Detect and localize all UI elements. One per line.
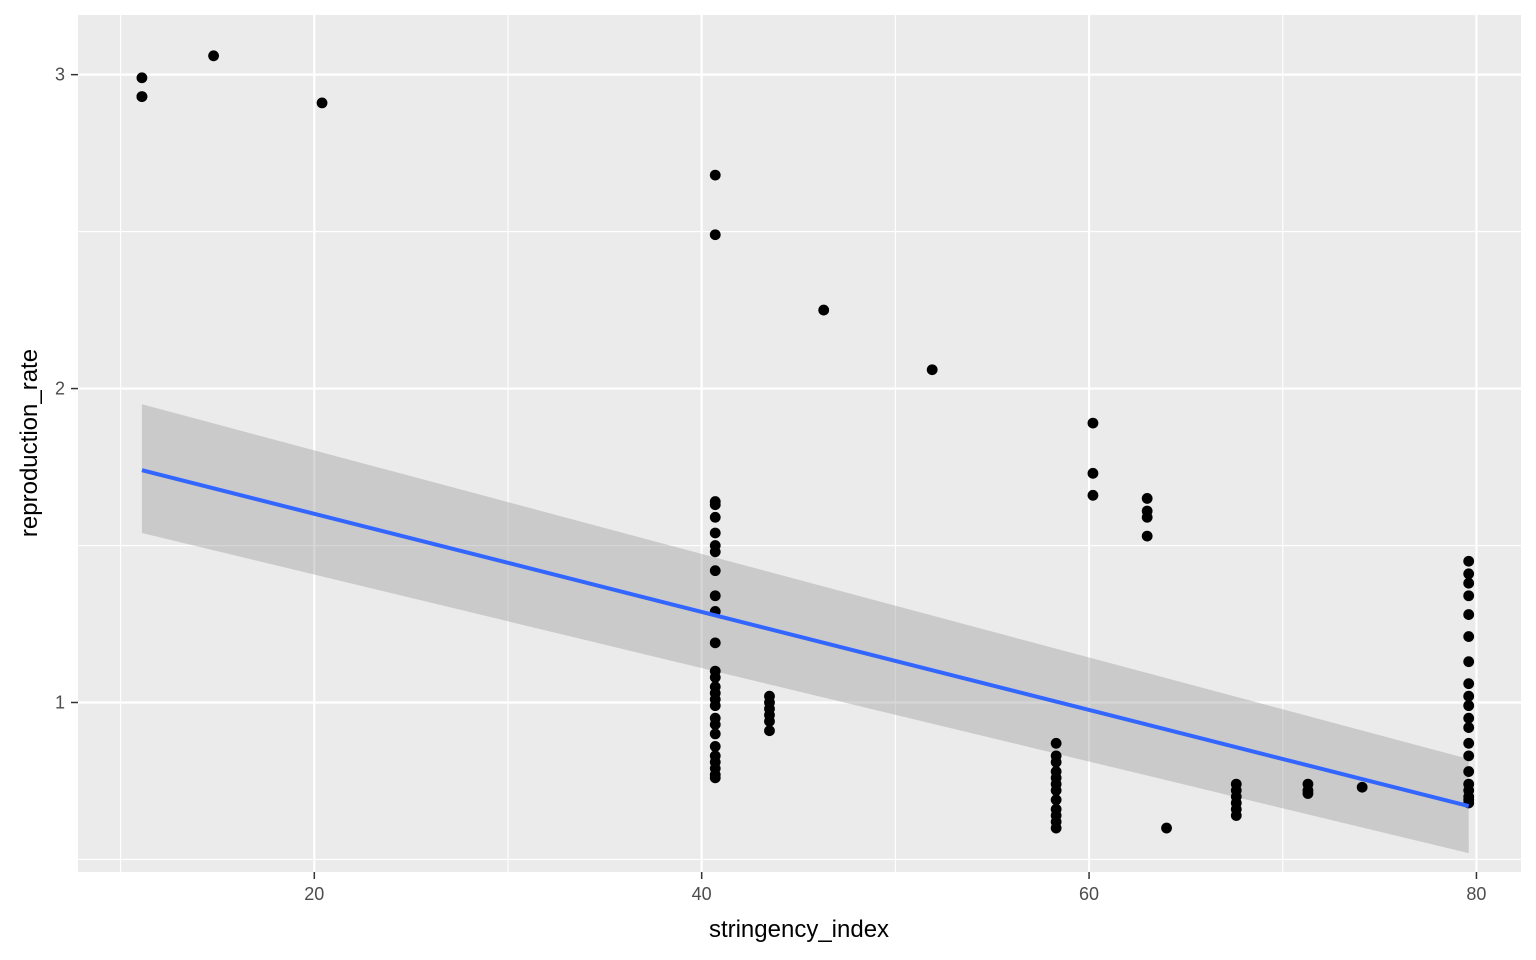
data-point bbox=[709, 772, 721, 784]
data-point bbox=[709, 229, 721, 241]
data-point bbox=[709, 546, 721, 558]
data-point bbox=[1050, 794, 1062, 806]
data-point bbox=[1141, 530, 1153, 542]
fit-line-layer bbox=[141, 468, 1470, 809]
data-point bbox=[709, 527, 721, 539]
points-layer bbox=[136, 50, 1475, 834]
data-point bbox=[208, 50, 219, 62]
data-point bbox=[316, 97, 328, 109]
data-point bbox=[709, 671, 721, 683]
data-point bbox=[1463, 737, 1475, 749]
data-point bbox=[709, 590, 721, 602]
data-point bbox=[1463, 678, 1475, 690]
data-point bbox=[926, 364, 938, 376]
data-point bbox=[1463, 722, 1475, 733]
x-tick-label: 80 bbox=[1466, 884, 1486, 904]
confidence-band-layer bbox=[141, 404, 1469, 854]
data-point bbox=[1050, 737, 1062, 749]
x-tick-label: 40 bbox=[692, 884, 712, 904]
y-tick-label: 2 bbox=[55, 379, 65, 399]
data-point bbox=[136, 91, 148, 103]
y-axis: 1 2 3 bbox=[55, 65, 78, 712]
data-point bbox=[1463, 656, 1475, 668]
data-point bbox=[709, 741, 721, 752]
data-point bbox=[1463, 568, 1475, 580]
data-point bbox=[136, 72, 148, 84]
data-point bbox=[1050, 784, 1062, 796]
data-point bbox=[1463, 712, 1475, 724]
data-point bbox=[1087, 417, 1099, 429]
data-point bbox=[1463, 766, 1475, 777]
data-point bbox=[1050, 822, 1062, 834]
data-point bbox=[1463, 690, 1475, 702]
data-point bbox=[1161, 822, 1172, 834]
data-point bbox=[1463, 700, 1475, 712]
data-point bbox=[709, 511, 721, 523]
data-point bbox=[1463, 590, 1475, 602]
x-axis-title: stringency_index bbox=[709, 916, 889, 943]
x-axis: 20 40 60 80 bbox=[304, 872, 1486, 904]
confidence-band bbox=[141, 404, 1469, 854]
plot-panel bbox=[78, 15, 1521, 872]
data-point bbox=[1463, 609, 1475, 620]
data-point bbox=[1087, 489, 1099, 501]
data-point bbox=[1463, 631, 1475, 642]
data-point bbox=[709, 565, 721, 577]
grid-major bbox=[78, 15, 1521, 872]
data-point bbox=[1050, 756, 1062, 768]
data-point bbox=[1463, 555, 1475, 567]
data-point bbox=[1302, 788, 1314, 799]
data-point bbox=[764, 715, 775, 727]
data-point bbox=[1356, 781, 1368, 793]
x-tick-label: 20 bbox=[304, 884, 324, 904]
y-tick-label: 1 bbox=[55, 692, 65, 712]
y-axis-title: reproduction_rate bbox=[16, 349, 43, 537]
grid-minor bbox=[78, 15, 1521, 872]
data-point bbox=[1141, 493, 1153, 504]
data-point bbox=[709, 637, 721, 649]
data-point bbox=[1141, 511, 1153, 523]
y-tick-label: 3 bbox=[55, 65, 65, 85]
x-tick-label: 60 bbox=[1079, 884, 1099, 904]
data-point bbox=[709, 169, 721, 181]
data-point bbox=[1230, 810, 1242, 821]
data-point bbox=[1463, 750, 1475, 762]
data-point bbox=[709, 700, 721, 712]
data-point bbox=[709, 499, 721, 511]
data-point bbox=[709, 728, 721, 740]
regression-line bbox=[141, 468, 1470, 809]
data-point bbox=[818, 304, 830, 316]
data-point bbox=[1463, 577, 1475, 589]
data-point bbox=[709, 719, 721, 730]
data-point bbox=[764, 725, 775, 737]
data-point bbox=[1087, 467, 1099, 479]
